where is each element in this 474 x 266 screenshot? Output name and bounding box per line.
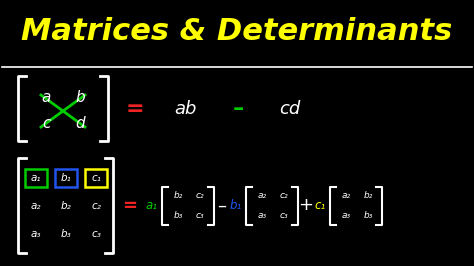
Text: c₁: c₁ <box>314 199 326 212</box>
Bar <box>55 169 77 187</box>
Text: a₃: a₃ <box>31 229 41 239</box>
Text: Matrices & Determinants: Matrices & Determinants <box>21 18 453 47</box>
Text: c₃: c₃ <box>280 211 288 220</box>
Text: –: – <box>232 98 244 118</box>
Text: ab: ab <box>174 99 196 118</box>
Bar <box>25 169 47 187</box>
Text: b: b <box>75 90 85 106</box>
Bar <box>85 169 107 187</box>
Text: b₂: b₂ <box>173 191 182 200</box>
Text: d: d <box>75 117 85 131</box>
Text: a: a <box>41 90 51 106</box>
Text: +: + <box>299 197 313 214</box>
Text: a₁: a₁ <box>146 199 158 212</box>
Text: a₁: a₁ <box>31 173 41 183</box>
Text: a₂: a₂ <box>257 191 266 200</box>
Text: c₃: c₃ <box>196 211 204 220</box>
Text: –: – <box>218 197 227 214</box>
Text: =: = <box>122 197 137 214</box>
Text: c₃: c₃ <box>91 229 101 239</box>
Text: c₂: c₂ <box>91 201 101 211</box>
Text: cd: cd <box>279 99 301 118</box>
Text: c₂: c₂ <box>196 191 204 200</box>
Text: c₂: c₂ <box>280 191 288 200</box>
Text: a₃: a₃ <box>257 211 266 220</box>
Text: a₂: a₂ <box>341 191 351 200</box>
Text: c₁: c₁ <box>91 173 101 183</box>
Text: b₁: b₁ <box>61 173 72 183</box>
Text: b₃: b₃ <box>173 211 182 220</box>
Text: b₃: b₃ <box>61 229 72 239</box>
Text: a₂: a₂ <box>31 201 41 211</box>
Text: =: = <box>126 98 144 118</box>
Text: b₂: b₂ <box>61 201 72 211</box>
Text: b₃: b₃ <box>363 211 373 220</box>
Text: a₃: a₃ <box>341 211 351 220</box>
Text: c: c <box>42 117 50 131</box>
Text: b₁: b₁ <box>230 199 242 212</box>
Text: b₂: b₂ <box>363 191 373 200</box>
